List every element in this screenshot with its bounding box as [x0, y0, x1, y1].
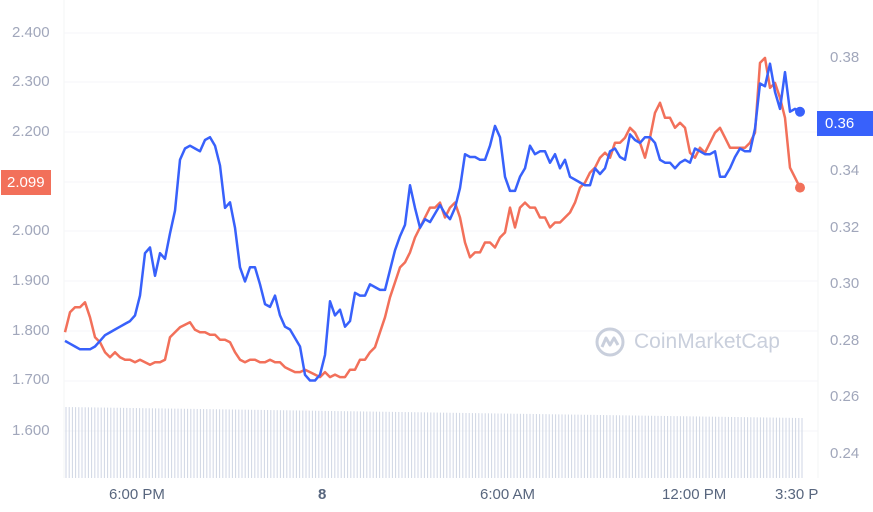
- current-price-badge-left: 2.099: [1, 170, 51, 195]
- right-tick: 0.24: [830, 445, 860, 462]
- last-point-dot: [795, 106, 805, 117]
- x-tick: 3:30 P: [775, 486, 819, 503]
- left-tick: 2.400: [12, 24, 50, 41]
- volume-bars: [65, 407, 803, 478]
- left-tick: 1.700: [12, 371, 50, 388]
- right-tick: 0.30: [830, 275, 860, 292]
- price-lines[interactable]: [63, 56, 805, 382]
- right-tick: 0.38: [830, 49, 860, 66]
- x-tick: 8: [318, 486, 327, 503]
- left-tick: 2.200: [12, 123, 50, 140]
- watermark: CoinMarketCap: [594, 326, 780, 358]
- blue-price-line[interactable]: [64, 62, 801, 382]
- x-tick: 6:00 AM: [480, 486, 536, 503]
- left-tick: 1.800: [12, 322, 50, 339]
- left-tick: 2.300: [12, 73, 50, 90]
- x-tick: 6:00 PM: [109, 486, 165, 503]
- x-tick: 12:00 PM: [662, 486, 727, 503]
- left-tick: 2.000: [12, 222, 50, 239]
- last-point-dot: [795, 182, 805, 193]
- left-tick: 1.600: [12, 422, 50, 439]
- right-tick: 0.32: [830, 219, 860, 236]
- coinmarketcap-logo-icon: [595, 327, 625, 357]
- left-tick: 1.900: [12, 272, 50, 289]
- right-tick: 0.28: [830, 332, 860, 349]
- gridlines: [64, 32, 818, 432]
- right-tick: 0.26: [830, 388, 860, 405]
- right-tick: 0.34: [830, 162, 860, 179]
- orange-price-line[interactable]: [63, 56, 802, 379]
- current-price-badge-right: 0.36: [817, 111, 873, 136]
- watermark-text: CoinMarketCap: [634, 330, 780, 353]
